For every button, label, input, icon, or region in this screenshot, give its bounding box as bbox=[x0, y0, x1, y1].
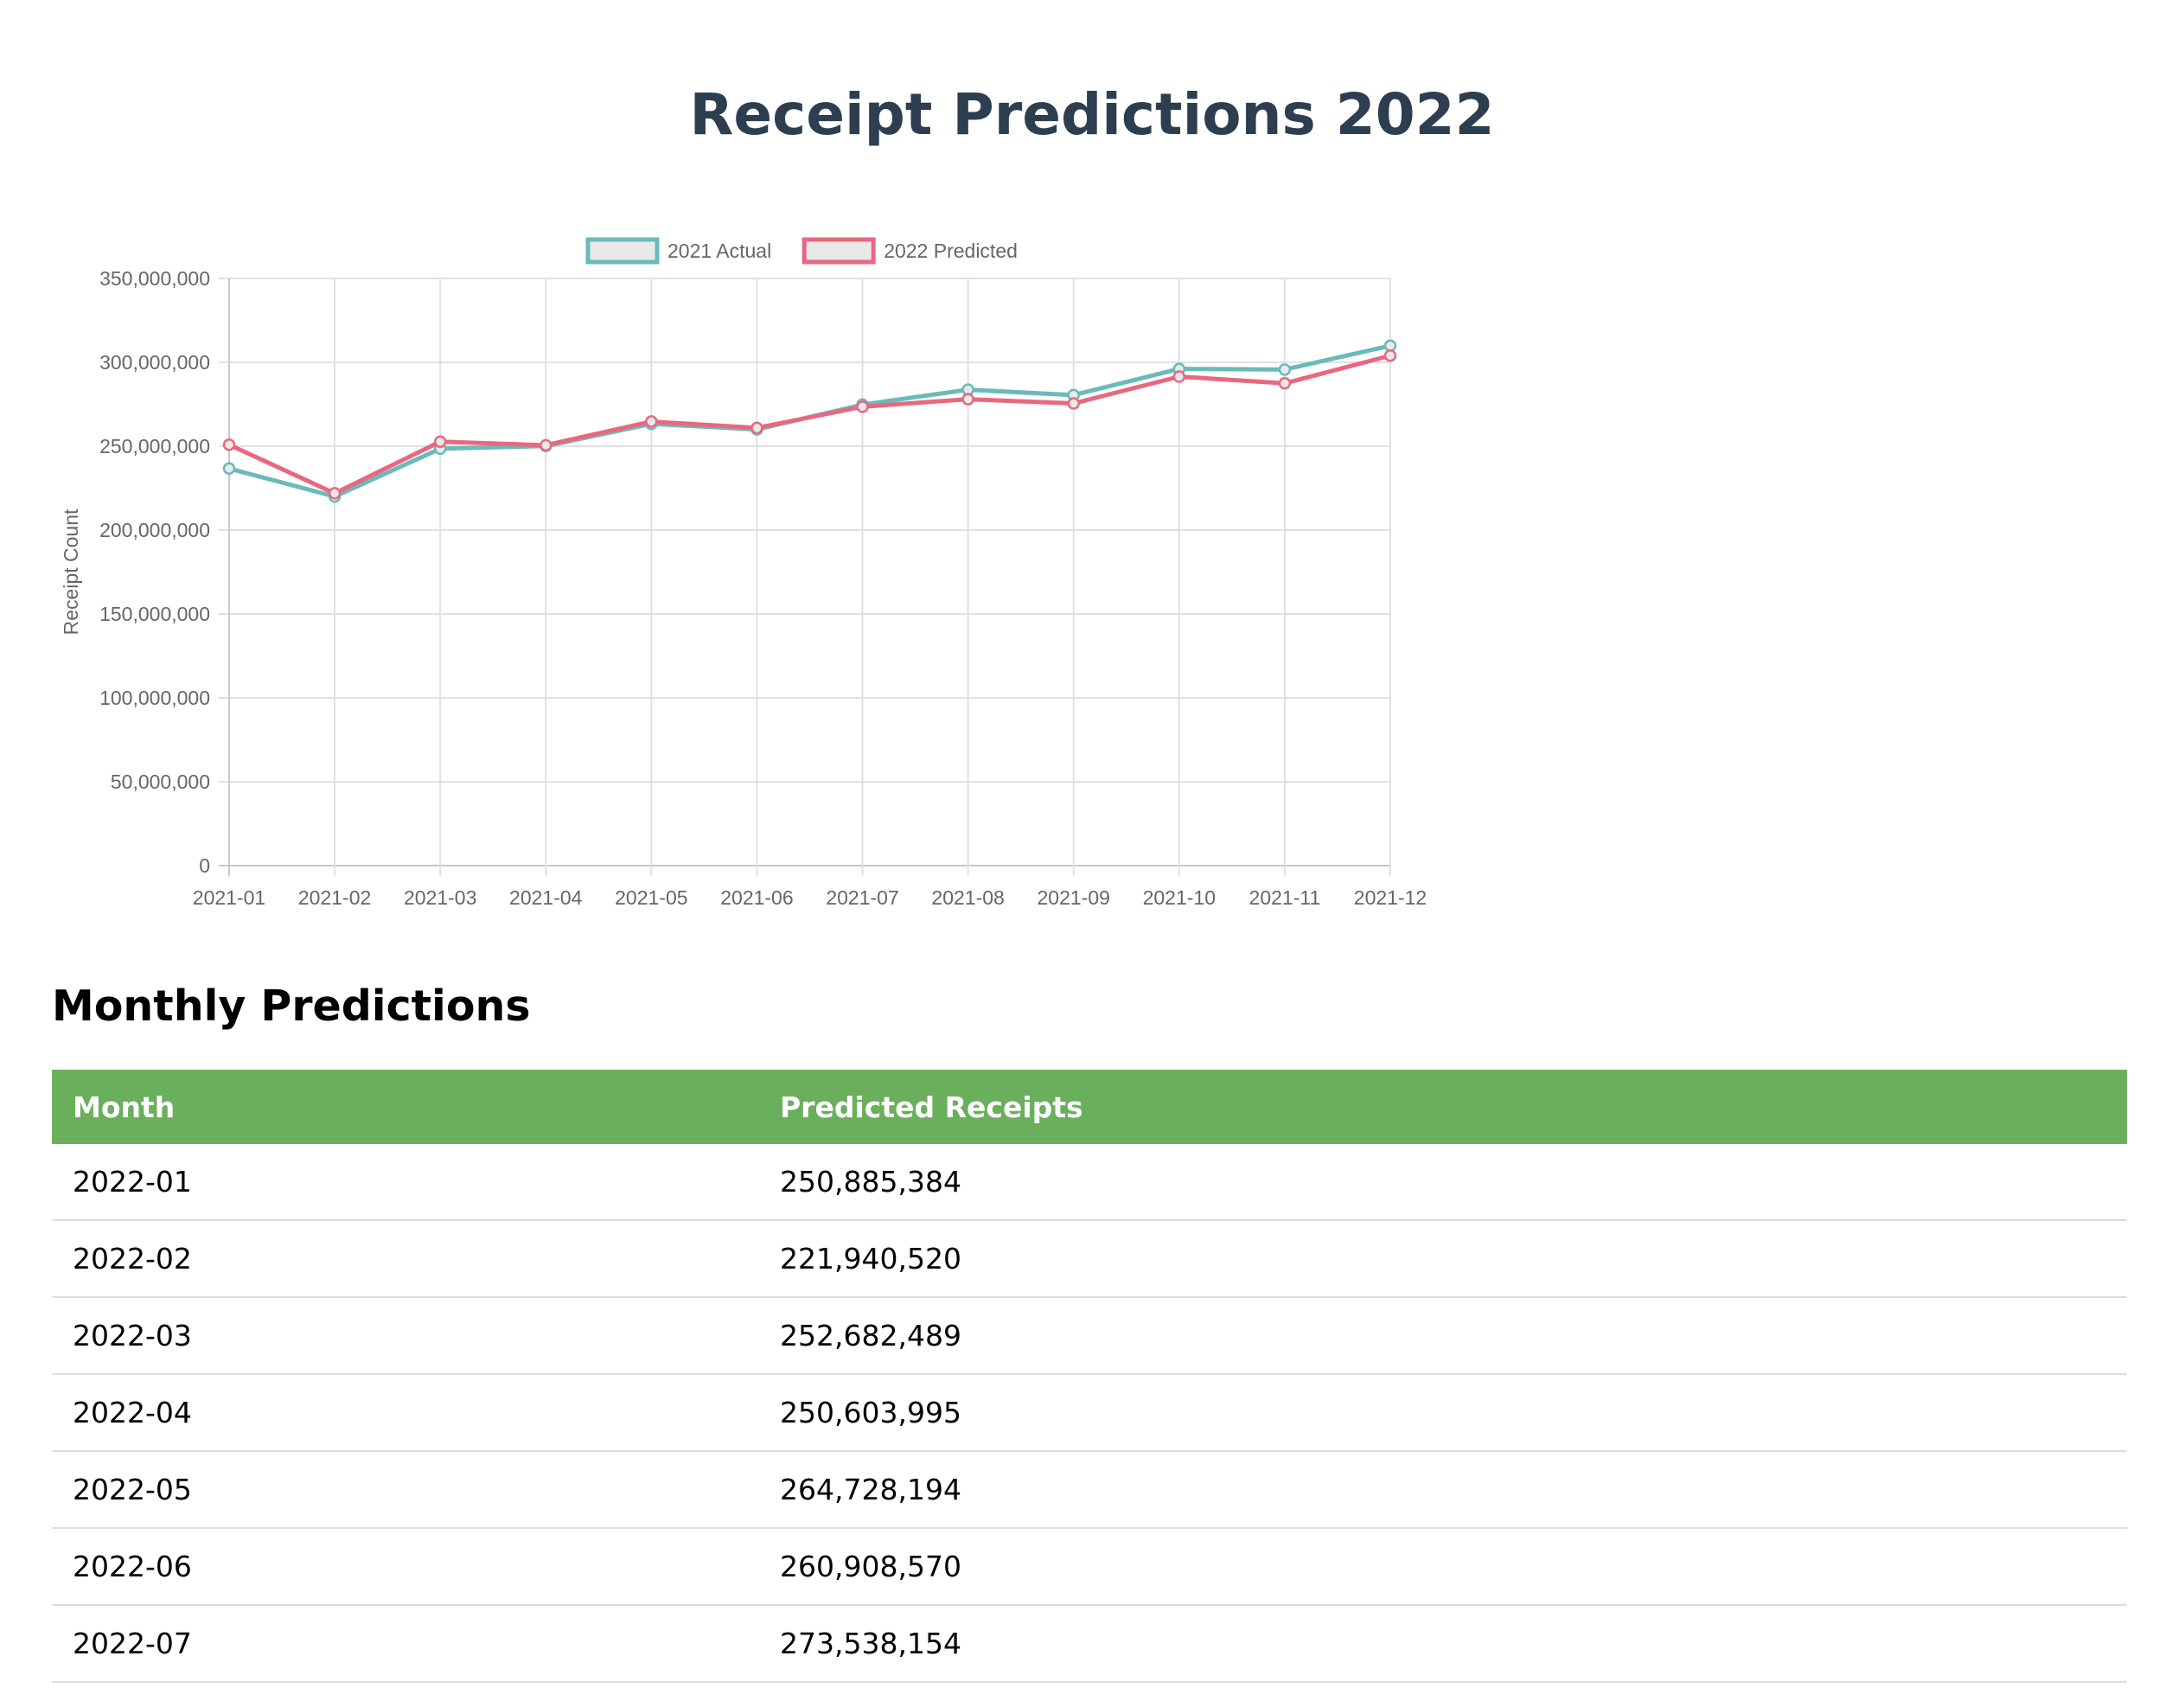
table-header-row: Month Predicted Receipts bbox=[52, 1070, 2127, 1144]
series-1 bbox=[222, 348, 1397, 500]
x-tick-label: 2021-08 bbox=[931, 886, 1004, 909]
predicted-receipts-cell: 264,728,194 bbox=[759, 1451, 2127, 1529]
data-point bbox=[961, 393, 974, 406]
y-axis-label: Receipt Count bbox=[60, 508, 82, 635]
x-tick-label: 2021-01 bbox=[193, 886, 265, 909]
month-cell: 2022-02 bbox=[52, 1220, 759, 1298]
data-point bbox=[328, 487, 342, 500]
data-point bbox=[222, 462, 236, 476]
data-point bbox=[856, 400, 869, 413]
month-cell: 2022-06 bbox=[52, 1528, 759, 1606]
month-cell: 2022-04 bbox=[52, 1374, 759, 1452]
data-point bbox=[1067, 397, 1080, 410]
table-row: 2022-05 264,728,194 bbox=[52, 1451, 2127, 1529]
x-tick-label: 2021-11 bbox=[1249, 886, 1321, 909]
y-tick-label: 150,000,000 bbox=[99, 603, 210, 625]
data-point bbox=[433, 435, 447, 449]
data-point bbox=[1278, 377, 1292, 390]
series-line bbox=[228, 343, 1391, 499]
legend-swatch bbox=[585, 237, 660, 265]
series-line bbox=[227, 353, 1391, 496]
y-tick-label: 50,000,000 bbox=[111, 770, 210, 793]
predicted-receipts-cell: 252,682,489 bbox=[759, 1297, 2127, 1375]
y-tick-label: 100,000,000 bbox=[99, 687, 210, 709]
line-chart: 0 50,000,000 100,000,000 150,000,000 200,000… bbox=[60, 237, 1427, 909]
predicted-receipts-cell: 273,538,154 bbox=[759, 1605, 2127, 1683]
table-row: 2022-02 221,940,520 bbox=[52, 1220, 2127, 1298]
y-tick-label: 350,000,000 bbox=[99, 267, 210, 290]
chart-series bbox=[222, 339, 1397, 503]
predicted-receipts-cell: 221,940,520 bbox=[759, 1220, 2127, 1298]
x-tick-label: 2021-09 bbox=[1038, 886, 1110, 909]
x-tick-label: 2021-02 bbox=[298, 886, 371, 909]
x-tick-label: 2021-10 bbox=[1143, 886, 1216, 909]
table-row: 2022-07 273,538,154 bbox=[52, 1605, 2127, 1683]
x-tick-label: 2021-12 bbox=[1354, 886, 1427, 909]
predictions-table: Month Predicted Receipts 2022-01 250,885… bbox=[52, 1070, 2127, 1683]
x-tick-label: 2021-04 bbox=[509, 886, 583, 909]
chart-axes: 0 50,000,000 100,000,000 150,000,000 200,000… bbox=[60, 267, 1427, 909]
table-row: 2022-06 260,908,570 bbox=[52, 1528, 2127, 1606]
x-tick-label: 2021-06 bbox=[720, 886, 793, 909]
month-cell: 2022-05 bbox=[52, 1451, 759, 1529]
y-tick-label: 0 bbox=[199, 854, 210, 877]
legend-label: 2022 Predicted bbox=[884, 240, 1018, 262]
page-title: Receipt Predictions 2022 bbox=[689, 81, 1495, 148]
month-cell: 2022-07 bbox=[52, 1605, 759, 1683]
column-header-predicted-receipts: Predicted Receipts bbox=[759, 1070, 2127, 1144]
predicted-receipts-cell: 250,885,384 bbox=[759, 1144, 2127, 1221]
x-tick-label: 2021-05 bbox=[615, 886, 687, 909]
month-cell: 2022-03 bbox=[52, 1297, 759, 1375]
table-row: 2022-01 250,885,384 bbox=[52, 1144, 2127, 1221]
section-title: Monthly Predictions bbox=[52, 981, 531, 1031]
month-cell: 2022-01 bbox=[52, 1144, 759, 1221]
predicted-receipts-cell: 260,908,570 bbox=[759, 1528, 2127, 1606]
data-point bbox=[540, 438, 552, 452]
x-tick-label: 2021-03 bbox=[404, 886, 476, 909]
y-tick-label: 300,000,000 bbox=[99, 351, 210, 374]
table-row: 2022-04 250,603,995 bbox=[52, 1374, 2127, 1452]
y-tick-label: 250,000,000 bbox=[99, 435, 210, 457]
data-point bbox=[750, 421, 763, 435]
chart-legend: 2021 Actual 2022 Predicted bbox=[585, 237, 1018, 265]
data-point bbox=[1172, 370, 1186, 383]
data-point bbox=[645, 415, 658, 428]
chart-grid bbox=[219, 278, 1391, 876]
legend-swatch bbox=[801, 237, 876, 265]
data-point bbox=[222, 438, 236, 451]
y-tick-label: 200,000,000 bbox=[99, 519, 210, 541]
data-point bbox=[1278, 363, 1292, 376]
predicted-receipts-cell: 250,603,995 bbox=[759, 1374, 2127, 1452]
series-0 bbox=[222, 339, 1397, 503]
legend-item: 2022 Predicted bbox=[801, 237, 1018, 265]
column-header-month: Month bbox=[52, 1070, 759, 1144]
table-row: 2022-03 252,682,489 bbox=[52, 1297, 2127, 1375]
data-point bbox=[1383, 348, 1397, 362]
legend-item: 2021 Actual bbox=[585, 237, 771, 265]
x-tick-label: 2021-07 bbox=[826, 886, 898, 909]
legend-label: 2021 Actual bbox=[667, 240, 771, 262]
